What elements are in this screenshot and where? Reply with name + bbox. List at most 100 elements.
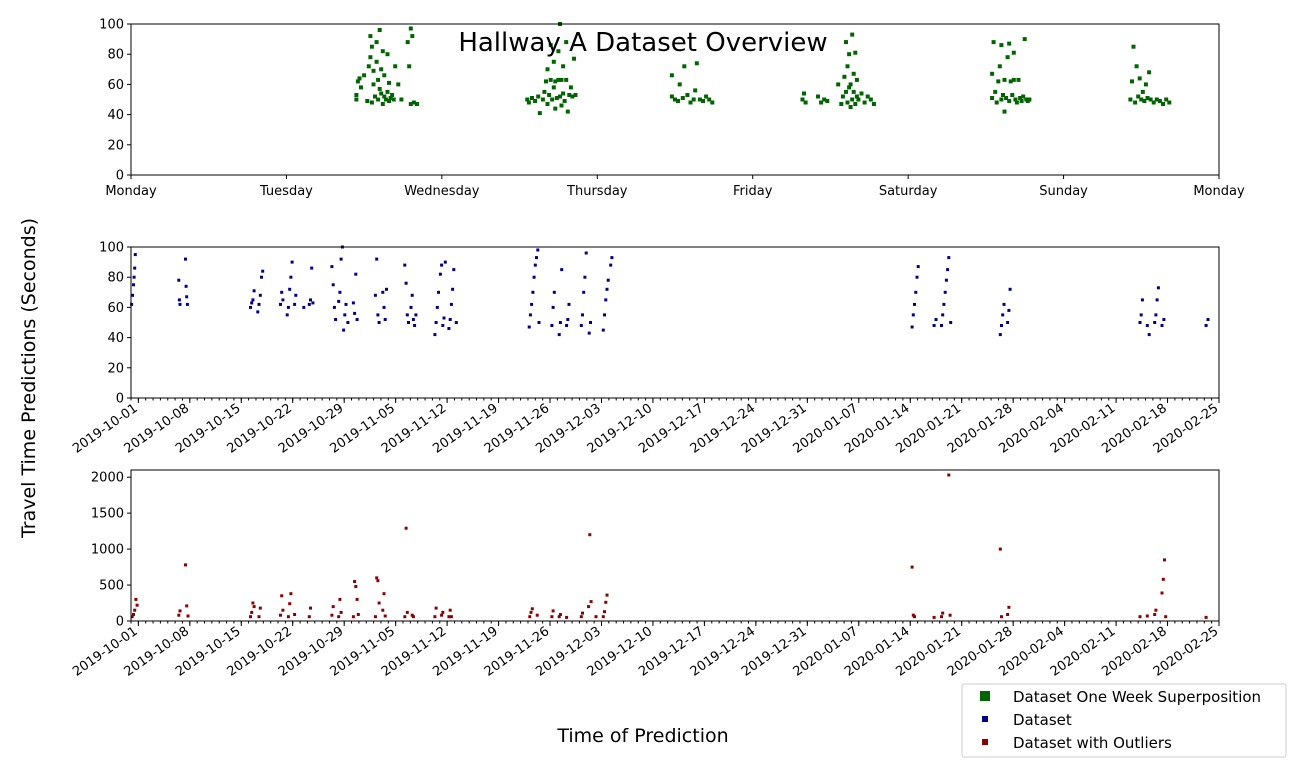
data-point [382,73,387,78]
data-point [1001,313,1005,317]
data-point [355,318,359,321]
data-point [355,79,360,84]
data-point [1156,286,1160,290]
data-point [354,272,358,276]
data-point [932,324,936,327]
data-point [376,579,380,583]
data-point [559,103,564,108]
data-point [1153,613,1157,616]
data-point [567,302,571,306]
x-tick-label: Saturday [879,184,938,199]
data-point [385,52,390,57]
data-point [249,615,252,619]
x-tick-label: Friday [733,184,773,199]
data-point [558,94,562,99]
data-point [1007,41,1012,46]
data-point [1002,77,1007,82]
data-point [1148,97,1153,102]
data-point [1022,37,1027,42]
data-point [816,94,820,99]
data-point [309,606,312,610]
data-point [377,28,382,32]
data-point [382,94,387,99]
data-points [130,245,1210,337]
data-point [250,301,254,305]
data-point [374,40,379,45]
y-tick-label: 40 [107,108,124,123]
data-point [840,94,845,99]
data-point [565,109,570,114]
data-point [589,600,593,604]
data-point [669,73,674,78]
data-point [279,613,282,617]
data-point [910,565,914,569]
legend-label-outliers: Dataset with Outliers [1013,734,1172,752]
subplot-2: 0204060801002019-10-012019-10-082019-10-… [70,241,1221,457]
data-point [570,94,575,99]
data-point [413,324,417,327]
data-point [1018,96,1023,100]
data-point [934,318,938,321]
data-point [601,615,605,619]
y-tick-label: 40 [107,331,124,346]
data-point [414,313,418,317]
data-point [407,64,412,69]
data-point [1151,100,1156,105]
y-tick-label: 80 [107,271,124,286]
data-point [403,615,407,619]
data-point [583,275,587,279]
data-point [382,592,386,596]
data-point [346,321,350,324]
data-point [1162,318,1166,321]
data-point [293,613,297,616]
x-tick-label: Wednesday [404,184,480,199]
data-point [588,533,592,537]
data-point [677,82,682,87]
data-point [405,40,410,45]
data-point [579,324,583,327]
data-point [1139,313,1143,317]
data-point [530,607,534,611]
data-point [369,100,374,105]
data-point [528,313,532,317]
data-point [707,97,712,102]
data-point [694,61,699,66]
data-point [380,49,385,54]
data-point [1002,109,1007,114]
data-point [404,281,408,285]
data-point [452,268,456,272]
data-point [573,93,578,97]
data-point [941,611,945,615]
data-point [536,94,541,99]
data-point [310,266,314,270]
data-point [379,91,384,96]
data-point [565,324,569,327]
data-point [293,302,297,306]
data-point [435,305,439,309]
data-point [1145,324,1149,327]
data-point [673,97,677,102]
data-point [604,600,608,604]
data-point [850,32,855,37]
data-point [383,318,387,321]
data-point [941,313,945,317]
data-point [865,94,870,99]
data-point [704,94,709,99]
data-point [373,293,377,297]
data-point [944,278,948,282]
data-point [693,88,698,93]
data-point [915,275,919,279]
data-point [410,34,415,39]
data-point [535,613,539,617]
data-point [130,302,134,306]
data-point [359,85,363,90]
data-point [252,289,256,293]
data-point [560,268,564,272]
data-point [601,328,605,332]
data-point [1013,97,1018,102]
data-point [854,77,859,82]
data-point [302,305,306,309]
data-point [526,100,531,105]
data-point [528,615,532,619]
data-point [996,79,1001,84]
